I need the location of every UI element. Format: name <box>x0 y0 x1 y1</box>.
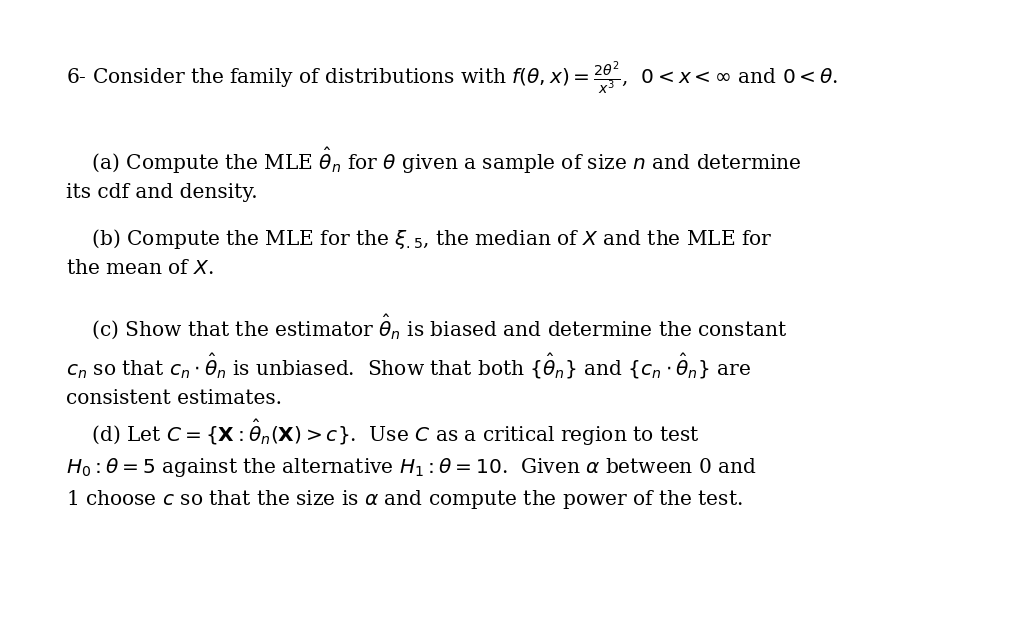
Text: 6- Consider the family of distributions with $f(\theta, x) = \frac{2\theta^2}{x^: 6- Consider the family of distributions … <box>65 61 838 98</box>
Text: (d) Let $C = \{\mathbf{X} : \hat{\theta}_n(\mathbf{X}) > c\}$.  Use $C$ as a cri: (d) Let $C = \{\mathbf{X} : \hat{\theta}… <box>65 418 757 510</box>
Text: (a) Compute the MLE $\hat{\theta}_n$ for $\theta$ given a sample of size $n$ and: (a) Compute the MLE $\hat{\theta}_n$ for… <box>65 146 801 203</box>
Text: (b) Compute the MLE for the $\xi_{.5}$, the median of $X$ and the MLE for
the me: (b) Compute the MLE for the $\xi_{.5}$, … <box>65 227 772 278</box>
Text: (c) Show that the estimator $\hat{\theta}_n$ is biased and determine the constan: (c) Show that the estimator $\hat{\theta… <box>65 312 787 408</box>
